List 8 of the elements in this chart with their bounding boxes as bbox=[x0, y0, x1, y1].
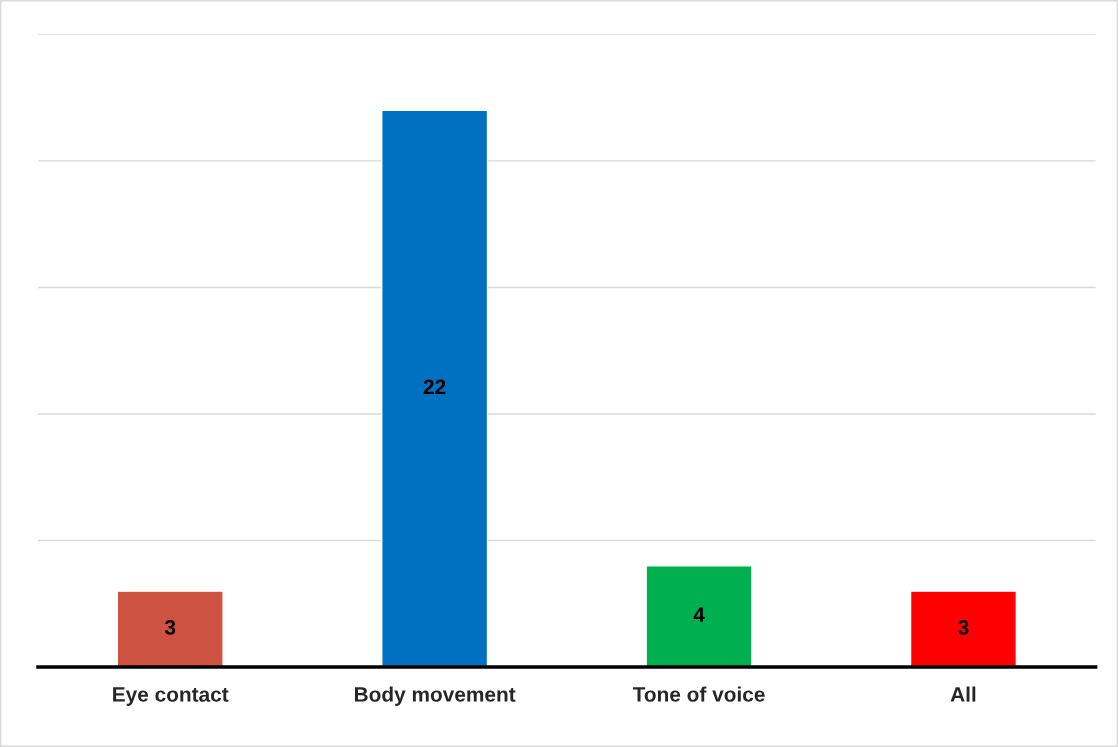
data-label: 22 bbox=[423, 379, 446, 395]
data-label: 4 bbox=[693, 607, 705, 622]
x-tick-label: Tone of voice bbox=[632, 686, 765, 702]
data-label: 3 bbox=[164, 619, 176, 635]
x-tick-label: Body movement bbox=[354, 686, 516, 706]
x-tick-label: All bbox=[950, 686, 976, 702]
data-label: 3 bbox=[958, 619, 969, 635]
x-tick-label: Eye contact bbox=[113, 687, 229, 706]
